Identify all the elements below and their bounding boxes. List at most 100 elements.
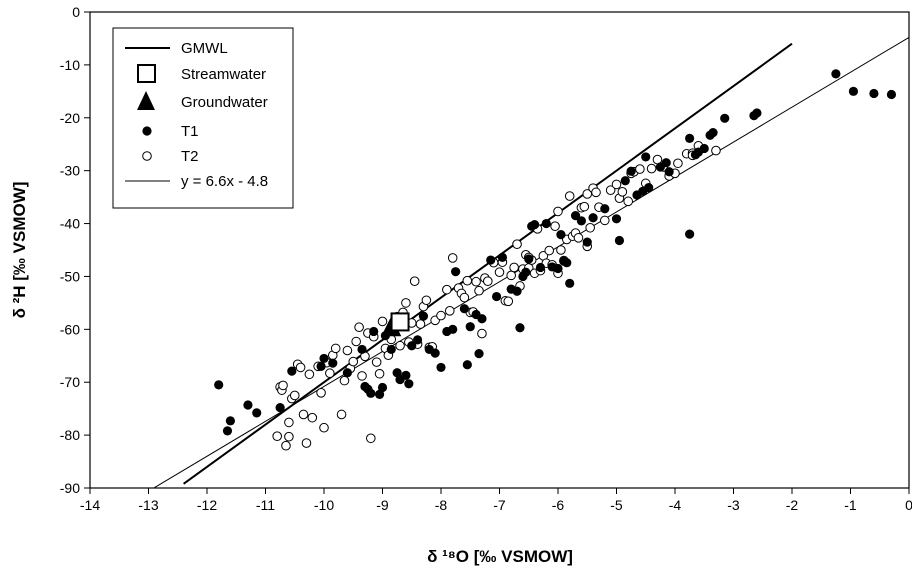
gmwl-line — [183, 42, 793, 485]
x-tick-label: -10 — [314, 497, 334, 513]
t2-point — [357, 371, 367, 381]
legend-box — [112, 27, 294, 209]
t2-point — [401, 298, 411, 308]
t1-point — [752, 108, 762, 118]
t1-point — [641, 152, 651, 162]
t1-point — [848, 86, 859, 96]
t2-point — [444, 306, 455, 316]
t2-point — [330, 343, 341, 354]
legend: GMWL Streamwater Groundwater T1 T2 y = 6… — [112, 27, 294, 209]
t1-point — [565, 278, 575, 288]
t2-point — [600, 215, 610, 226]
t2-point — [477, 328, 487, 339]
t1-point — [486, 255, 496, 265]
t1-point — [576, 216, 587, 226]
t2-point — [284, 417, 294, 428]
t2-point — [354, 322, 364, 333]
t2-point — [462, 275, 473, 286]
t1-point — [404, 379, 414, 389]
t1-point — [369, 326, 379, 337]
legend-t2-symbol — [142, 151, 152, 161]
t1-point — [328, 358, 338, 368]
t1-point — [556, 230, 566, 240]
t1-point — [214, 380, 224, 390]
t1-point — [430, 348, 440, 358]
t1-point — [512, 286, 522, 296]
t2-point — [635, 164, 645, 174]
t1-point — [582, 237, 592, 247]
t2-point — [295, 362, 306, 373]
t1-point — [497, 252, 508, 263]
t2-point — [371, 357, 382, 367]
t1-point — [699, 143, 709, 154]
x-tick-label: -4 — [669, 497, 682, 513]
legend-regression-label: y = 6.6x - 4.8 — [181, 173, 268, 190]
y-tick-label: -20 — [60, 110, 80, 126]
y-tick-label: -40 — [60, 216, 80, 232]
t2-point — [711, 145, 721, 156]
t2-point — [494, 267, 505, 278]
t2-point — [348, 356, 359, 367]
t2-point — [301, 438, 312, 448]
t1-point — [448, 324, 458, 334]
t2-point — [374, 368, 385, 379]
t1-point — [562, 258, 572, 268]
t2-point — [325, 368, 335, 379]
t2-point — [316, 388, 326, 398]
t1-point — [553, 263, 563, 274]
t1-point — [588, 213, 598, 223]
x-tick-label: -6 — [552, 497, 565, 513]
y-axis: 0 -10 -20 -30 -40 -50 -60 -70 -80 -90 — [60, 4, 90, 496]
t1-point — [685, 133, 695, 144]
t2-point — [617, 187, 628, 197]
y-axis-title: δ ²H [‰ VSMOW] — [10, 182, 29, 319]
t1-point — [664, 167, 674, 177]
x-tick-label: -8 — [435, 497, 448, 513]
legend-gmwl-label: GMWL — [181, 40, 228, 57]
t2-point — [272, 431, 283, 441]
t2-point — [591, 187, 601, 198]
t2-point — [415, 319, 426, 329]
t1-point — [570, 211, 581, 221]
t1-point — [685, 229, 695, 239]
t2-point — [550, 221, 560, 231]
legend-t1-label: T1 — [181, 123, 199, 140]
t1-point — [401, 370, 411, 380]
t2-point — [447, 253, 458, 263]
t2-point — [506, 270, 517, 281]
t1-point — [477, 314, 487, 324]
t1-point — [287, 366, 297, 376]
t2-point — [395, 340, 405, 351]
t2-point — [436, 310, 446, 321]
t1-point — [252, 408, 262, 418]
t2-point — [336, 409, 347, 420]
t2-point — [298, 409, 309, 420]
t1-point — [831, 69, 841, 79]
t2-point — [579, 201, 590, 212]
t1-point — [451, 267, 461, 277]
t1-point — [644, 182, 654, 193]
t2-point — [471, 276, 481, 287]
t2-point — [304, 369, 315, 380]
t2-point — [623, 196, 634, 207]
t2-point — [573, 233, 584, 243]
legend-streamwater-symbol — [137, 64, 156, 83]
y-tick-label: -90 — [60, 480, 80, 496]
t1-point — [319, 353, 329, 364]
t1-point — [720, 113, 730, 123]
t2-point — [377, 316, 388, 327]
t1-point — [869, 88, 879, 99]
t2-point — [646, 163, 657, 174]
legend-t2-label: T2 — [181, 148, 199, 165]
t1-point — [386, 344, 396, 355]
x-tick-label: -9 — [376, 497, 389, 513]
legend-streamwater-label: Streamwater — [181, 66, 266, 83]
y-tick-label: -30 — [60, 163, 80, 179]
t2-point — [512, 239, 522, 249]
y-tick-label: -70 — [60, 374, 80, 390]
t1-point — [275, 403, 285, 413]
t1-point — [535, 262, 546, 273]
t1-point — [524, 254, 534, 264]
y-tick-label: -10 — [60, 57, 80, 73]
